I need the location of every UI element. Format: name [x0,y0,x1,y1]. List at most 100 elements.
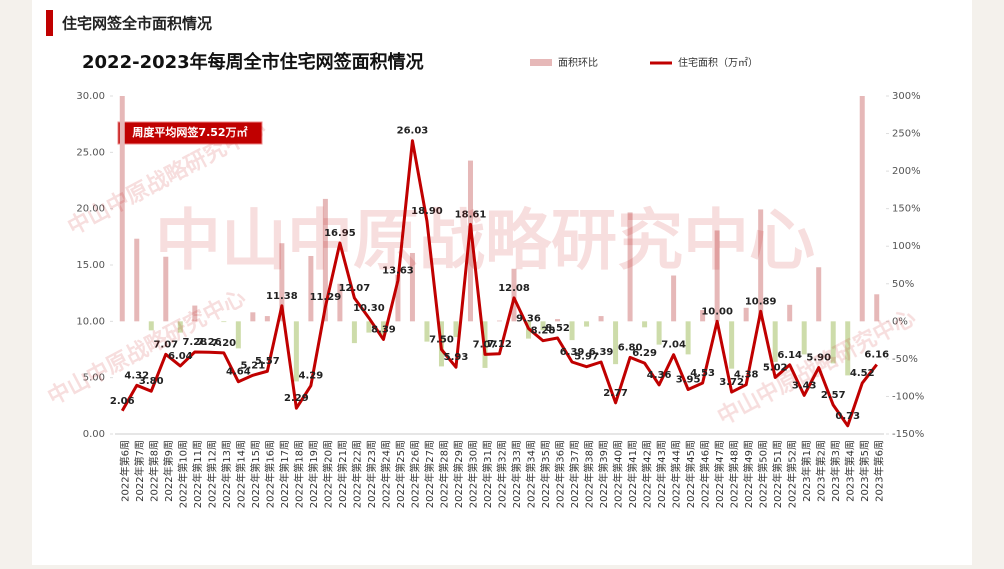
x-tick-label: 2022年第42周 [641,440,654,508]
bar [830,321,836,364]
data-label: 3.43 [792,380,817,391]
x-tick-label: 2022年第28周 [437,440,450,508]
data-label: 7.07 [153,339,178,350]
bar [772,321,778,362]
bar [714,230,720,322]
x-tick-label: 2022年第13周 [220,440,233,508]
bar [424,321,430,342]
bar [453,321,459,338]
y-tick-label: 20.00 [76,204,105,215]
x-tick-label: 2022年第43周 [655,440,668,508]
legend-label: 住宅面积（万㎡） [678,56,758,69]
data-label: 8.39 [371,324,396,335]
bar [351,321,357,344]
bar [119,96,125,322]
x-tick-label: 2022年第29周 [452,440,465,508]
x-tick-label: 2022年第9周 [162,440,175,502]
data-label: 10.30 [353,303,385,314]
x-tick-label: 2022年第14周 [234,440,247,508]
x-tick-label: 2023年第5周 [858,440,871,502]
data-label: 5.90 [806,353,831,364]
x-tick-label: 2022年第46周 [699,440,712,508]
bar [729,321,735,369]
legend-label: 面积环比 [558,57,598,69]
data-label: 3.72 [719,377,744,388]
x-tick-label: 2022年第51周 [771,440,784,508]
data-label: 6.04 [168,351,193,362]
y2-tick-label: 0% [892,316,908,327]
bar [671,275,677,322]
y2-tick-label: -100% [892,391,924,402]
bar [221,321,227,323]
x-tick-label: 2022年第8周 [147,440,160,502]
x-tick-label: 2022年第41周 [626,440,639,508]
bar [859,96,865,322]
bar [816,267,822,322]
y2-tick-label: 300% [892,91,921,102]
y-tick-label: 15.00 [76,260,105,271]
data-label: 11.38 [266,291,298,302]
x-tick-label: 2022年第10周 [176,440,189,508]
bar [467,160,473,322]
data-label: 5.93 [444,352,469,363]
y2-tick-label: -50% [892,354,918,365]
x-tick-label: 2022年第23周 [365,440,378,508]
data-label: 2.57 [821,390,846,401]
data-label: 0.73 [835,411,860,422]
y2-tick-label: -150% [892,429,924,440]
data-label: 12.07 [339,283,371,294]
x-tick-label: 2022年第47周 [713,440,726,508]
x-tick-label: 2022年第34周 [525,440,538,508]
bar [584,321,590,327]
bar [177,321,183,333]
x-tick-label: 2022年第24周 [379,440,392,508]
x-tick-label: 2022年第25周 [394,440,407,508]
y-tick-label: 5.00 [83,373,105,384]
x-tick-label: 2022年第38周 [583,440,596,508]
data-label: 8.28 [531,326,556,337]
data-label: 11.29 [310,292,342,303]
data-label: 6.39 [589,347,614,358]
data-label: 4.38 [734,370,759,381]
data-label: 2.29 [284,393,309,404]
line [120,139,878,428]
data-label: 7.50 [429,335,454,346]
bar [409,252,415,322]
x-tick-label: 2022年第39周 [597,440,610,508]
bar [801,321,807,355]
x-tick-label: 2022年第36周 [554,440,567,508]
y2-tick-label: 100% [892,241,921,252]
data-label: 7.20 [211,338,236,349]
legend-swatch [530,59,552,66]
data-label: 7.07 [473,339,498,350]
bar [380,321,386,336]
x-tick-label: 2022年第37周 [568,440,581,508]
data-label: 9.36 [516,314,541,325]
data-label: 6.16 [864,350,889,361]
data-label: 7.12 [487,339,512,350]
x-tick-label: 2023年第6周 [873,440,886,502]
x-tick-label: 2022年第12周 [205,440,218,508]
x-tick-label: 2022年第48周 [728,440,741,508]
bar [787,304,793,322]
x-tick-label: 2022年第45周 [684,440,697,508]
x-tick-label: 2022年第20周 [321,440,334,508]
x-tick-label: 2022年第26周 [408,440,421,508]
bar [627,212,633,322]
data-label: 18.61 [455,209,487,220]
x-tick-label: 2022年第17周 [278,440,291,508]
data-label: 5.02 [763,362,788,373]
bar [308,255,314,322]
data-label: 5.21 [240,360,265,371]
bar [192,305,198,322]
x-tick-label: 2022年第44周 [670,440,683,508]
bar [497,320,502,322]
x-tick-label: 2022年第32周 [496,440,509,508]
annotation-box [117,121,263,145]
y2-tick-label: 50% [892,279,914,290]
data-label: 5.97 [574,352,599,363]
y-tick-label: 25.00 [76,147,105,158]
x-tick-label: 2022年第11周 [191,440,204,508]
x-tick-label: 2023年第2周 [815,440,828,502]
bar [743,307,749,322]
